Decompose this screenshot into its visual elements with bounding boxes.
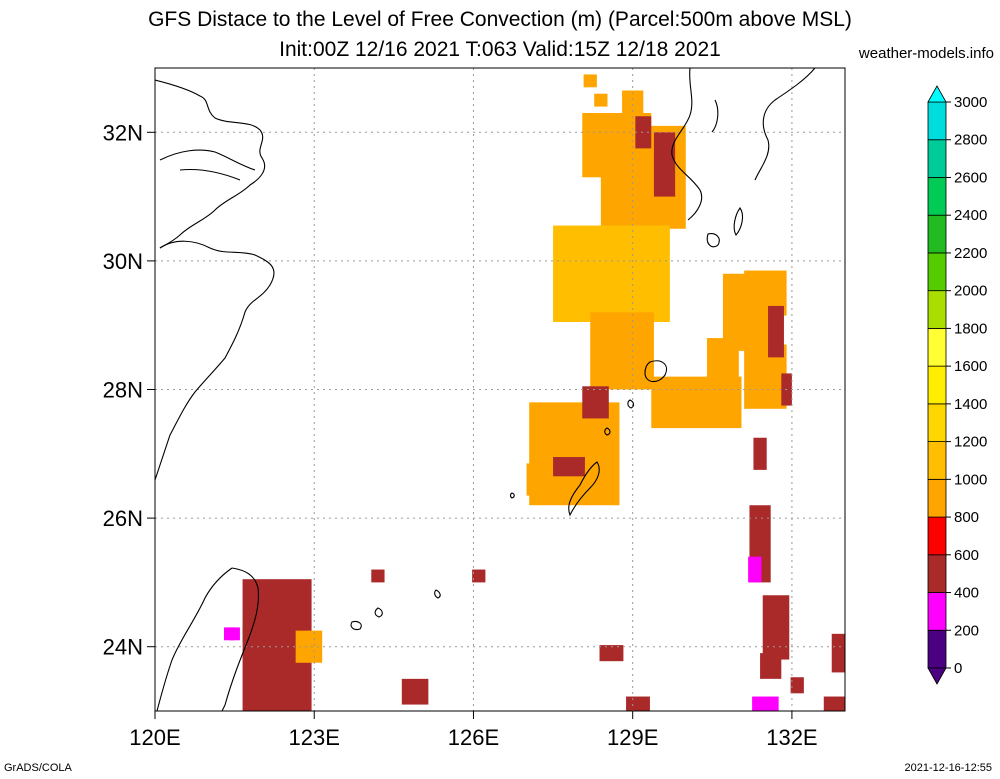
data-cell-0 xyxy=(583,74,597,88)
x-tick-label-3: 129E xyxy=(607,725,658,750)
coastline-shikoku-honshu xyxy=(754,68,816,181)
colorbar-label-10: 2000 xyxy=(954,283,987,300)
gridlines xyxy=(154,68,845,711)
colorbar-swatch-3 xyxy=(927,516,947,556)
y-tick-label-1: 26N xyxy=(103,506,143,531)
island-tanegashima xyxy=(733,207,744,236)
coastline-taiwan xyxy=(156,567,259,711)
colorbar-label-6: 1200 xyxy=(954,434,987,451)
colorbar-swatch-12 xyxy=(927,177,947,216)
data-cell-22 xyxy=(762,595,790,660)
colorbar-swatch-1 xyxy=(927,592,947,631)
island-yakushima xyxy=(706,233,720,248)
data-cell-28 xyxy=(748,556,762,583)
colorbar-swatch-5 xyxy=(927,441,947,480)
island-small-1 xyxy=(627,399,635,409)
colorbar-swatch-14 xyxy=(927,101,947,141)
colorbar-swatch-2 xyxy=(927,554,947,593)
colorbar-label-15: 3000 xyxy=(954,94,987,111)
data-cell-15 xyxy=(635,116,652,149)
colorbar-swatch-13 xyxy=(927,139,947,178)
data-cell-36 xyxy=(472,569,486,583)
coastline-china-south xyxy=(155,240,275,481)
colorbar-label-9: 1800 xyxy=(954,320,987,337)
coastline-china-north xyxy=(155,79,266,249)
colorbar-label-3: 600 xyxy=(954,547,979,564)
chart-subtitle: Init:00Z 12/16 2021 T:063 Valid:15Z 12/1… xyxy=(279,38,721,61)
colorbar-label-14: 2800 xyxy=(954,132,987,149)
data-cell-31 xyxy=(242,625,270,642)
colorbar-swatch-8 xyxy=(927,327,947,367)
data-cell-39 xyxy=(626,696,650,711)
colorbar-label-12: 2400 xyxy=(954,207,987,224)
coastline-yangtze xyxy=(159,149,256,181)
island-okinawa xyxy=(568,461,600,517)
colorbar-label-7: 1400 xyxy=(954,396,987,413)
x-tick-label-2: 126E xyxy=(448,725,499,750)
credit-text: weather-models.info xyxy=(858,45,994,62)
data-cell-25 xyxy=(831,633,845,673)
colorbar-arrow-bottom xyxy=(927,667,947,685)
colorbar-swatch-4 xyxy=(927,478,947,518)
x-tick-label-4: 132E xyxy=(766,725,817,750)
footer-timestamp: 2021-12-16-12:55 xyxy=(904,762,992,774)
colorbar-swatch-6 xyxy=(927,403,947,443)
island-small-2 xyxy=(604,427,611,436)
colorbar: 0 200 400 600 800 1000 1200 1400 1600 1800 2000 220… xyxy=(927,85,987,685)
data-cell-35 xyxy=(371,569,385,583)
data-cell-6 xyxy=(590,312,654,390)
data-cell-37 xyxy=(401,678,429,705)
island-miyako xyxy=(374,607,383,618)
colorbar-arrow-top xyxy=(927,85,947,103)
data-cell-23 xyxy=(760,653,782,679)
colorbar-label-8: 1600 xyxy=(954,358,987,375)
data-cell-17 xyxy=(553,457,585,477)
data-cell-27 xyxy=(752,696,779,711)
footer-software: GrADS/COLA xyxy=(4,762,72,774)
colorbar-label-11: 2200 xyxy=(954,245,987,262)
colorbar-label-13: 2600 xyxy=(954,169,987,186)
data-cell-18 xyxy=(768,305,784,358)
colorbar-swatch-10 xyxy=(927,252,947,292)
data-cell-14 xyxy=(653,132,676,197)
colorbar-swatch-11 xyxy=(927,214,947,254)
data-cell-33 xyxy=(224,627,235,641)
x-tick-label-1: 123E xyxy=(289,725,340,750)
island-daito xyxy=(434,589,441,599)
island-small-3 xyxy=(509,492,515,499)
y-tick-label-4: 32N xyxy=(103,120,143,145)
y-tick-label-2: 28N xyxy=(103,378,143,403)
data-cell-5 xyxy=(553,225,670,322)
axis-ticks: 120E 123E 126E 129E 132E 24N 26N 28N 30N 32N xyxy=(103,120,818,750)
colorbar-label-4: 800 xyxy=(954,509,979,526)
colorbar-swatch-9 xyxy=(927,290,947,329)
data-cell-20 xyxy=(753,437,767,470)
colorbar-swatch-7 xyxy=(927,365,947,405)
island-amami xyxy=(644,360,668,383)
y-tick-label-0: 24N xyxy=(103,635,143,660)
data-cell-24 xyxy=(790,677,804,694)
colorbar-label-1: 200 xyxy=(954,622,979,639)
y-tick-label-3: 30N xyxy=(103,249,143,274)
island-ishigaki xyxy=(350,620,362,631)
data-cells xyxy=(224,74,845,711)
data-cell-16 xyxy=(582,386,609,419)
data-cell-30 xyxy=(250,656,304,711)
coastlines xyxy=(155,68,816,711)
colorbar-swatch-0 xyxy=(927,629,947,669)
x-tick-label-0: 120E xyxy=(129,725,180,750)
coastline-kyushu xyxy=(671,68,719,221)
data-cell-38 xyxy=(599,645,624,662)
chart-title: GFS Distace to the Level of Free Convect… xyxy=(148,8,852,31)
colorbar-label-5: 1000 xyxy=(954,471,987,488)
data-cell-26 xyxy=(823,696,845,711)
data-cell-1 xyxy=(594,93,608,107)
colorbar-label-2: 400 xyxy=(954,585,979,602)
colorbar-label-0: 0 xyxy=(954,660,962,677)
